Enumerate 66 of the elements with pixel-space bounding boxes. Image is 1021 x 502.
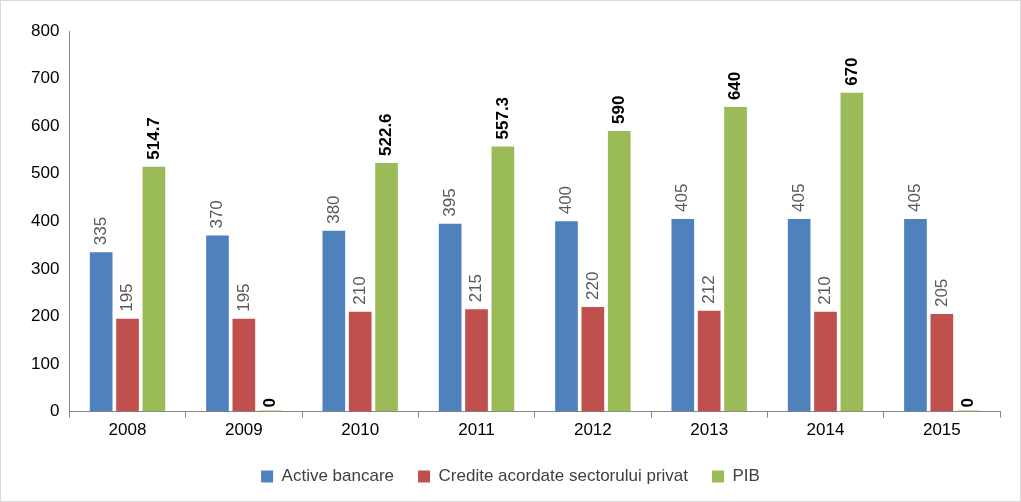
bar	[555, 221, 578, 412]
bar	[671, 218, 695, 412]
y-tick-label: 200	[30, 306, 60, 326]
bar	[465, 309, 488, 412]
y-tick-label: 700	[30, 68, 60, 88]
x-tick-label: 2013	[690, 420, 729, 440]
bar	[840, 92, 864, 412]
data-label: 395	[439, 188, 459, 217]
bar	[375, 162, 398, 412]
legend-label: Credite acordate sectorului privat	[438, 466, 689, 486]
bar	[116, 318, 139, 412]
bar	[581, 306, 605, 412]
bar	[438, 223, 462, 412]
data-label: 557.3	[492, 96, 512, 140]
bar	[787, 218, 811, 412]
x-tick-label: 2010	[341, 420, 380, 440]
x-tick-label: 2014	[806, 420, 845, 440]
bar	[697, 310, 721, 412]
x-tick-label: 2012	[573, 420, 612, 440]
x-tick-label: 2011	[458, 420, 495, 440]
bar	[930, 314, 954, 412]
bar	[491, 146, 515, 412]
data-label: 640	[725, 71, 745, 101]
bar	[232, 318, 256, 412]
y-tick-label: 0	[49, 401, 60, 421]
data-label: 370	[207, 200, 227, 229]
bar	[89, 252, 113, 412]
data-label: 220	[582, 271, 602, 300]
data-label: 380	[323, 195, 343, 224]
legend-label: PIB	[732, 466, 760, 486]
bar	[814, 311, 837, 412]
bar	[904, 218, 927, 412]
y-tick-label: 100	[30, 353, 60, 373]
y-tick-label: 800	[30, 20, 60, 40]
data-label: 514.7	[143, 117, 163, 160]
bar	[724, 107, 747, 412]
y-tick-label: 600	[30, 115, 60, 135]
data-label: 335	[90, 216, 110, 246]
y-tick-label: 400	[30, 210, 60, 230]
data-label: 195	[117, 283, 137, 312]
data-label: 670	[841, 57, 861, 86]
data-label: 205	[931, 278, 951, 308]
bar	[206, 235, 229, 412]
y-tick-label: 300	[30, 258, 60, 278]
data-label: 405	[905, 183, 925, 212]
data-label: 590	[608, 95, 628, 124]
data-label: 405	[672, 183, 692, 212]
data-label: 522.6	[376, 113, 396, 156]
y-tick-label: 500	[30, 163, 60, 183]
bar	[348, 311, 372, 412]
bar	[142, 166, 166, 412]
x-tick-label: 2015	[922, 420, 961, 440]
data-label: 0	[957, 398, 977, 408]
data-label: 400	[556, 185, 576, 215]
data-label: 405	[788, 183, 808, 212]
bar	[322, 230, 346, 412]
legend-label: Active bancare	[281, 466, 395, 486]
data-label: 210	[815, 276, 835, 305]
data-label: 195	[233, 283, 253, 312]
x-tick-label: 2009	[224, 420, 263, 440]
data-label: 0	[259, 398, 279, 408]
bar	[607, 130, 631, 412]
x-tick-label: 2008	[108, 420, 147, 440]
data-label: 215	[466, 273, 486, 303]
data-label: 212	[698, 275, 718, 304]
data-label: 210	[349, 276, 369, 305]
